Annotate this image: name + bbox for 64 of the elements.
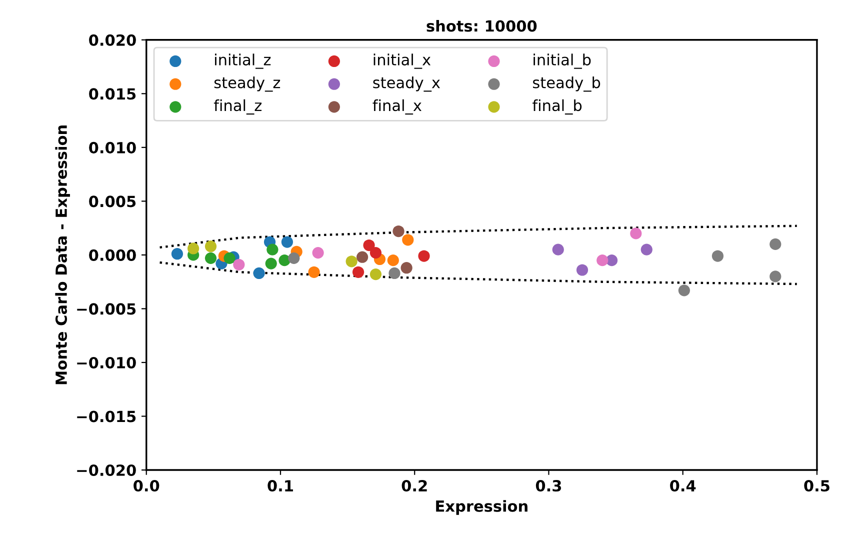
- line-series: [158, 261, 798, 286]
- y-axis-title: Monte Carlo Data - Expression: [55, 126, 70, 384]
- point: [400, 262, 412, 274]
- point: [171, 248, 184, 260]
- point: [712, 250, 724, 262]
- y-tick-label: 0.000: [89, 249, 136, 261]
- y-tick-label: 0.005: [89, 196, 136, 208]
- point: [387, 254, 399, 266]
- legend-label: final_x: [372, 99, 422, 115]
- y-tick-label: −0.020: [77, 464, 136, 476]
- x-tick-label: 0.4: [670, 480, 696, 492]
- point: [265, 258, 277, 270]
- y-tick-label: −0.010: [77, 356, 136, 368]
- chart-title: shots: 10000: [426, 20, 537, 32]
- point: [370, 268, 382, 280]
- point: [363, 239, 375, 252]
- x-tick-label: 0.1: [268, 480, 293, 492]
- point: [253, 267, 265, 280]
- x-tick-label: 0.3: [536, 480, 562, 492]
- legend-label: final_z: [214, 99, 262, 115]
- point: [678, 284, 690, 296]
- point: [233, 258, 245, 270]
- point: [204, 240, 217, 252]
- legend-label: final_b: [532, 99, 582, 115]
- point: [356, 251, 368, 263]
- y-tick-label: 0.015: [89, 88, 136, 100]
- point: [278, 254, 290, 266]
- point: [281, 236, 294, 248]
- legend-label: initial_x: [374, 54, 431, 69]
- y-tick-label: −0.015: [77, 410, 136, 422]
- point: [630, 228, 642, 240]
- legend-label: steady_z: [214, 76, 280, 92]
- point: [224, 252, 236, 264]
- point: [288, 252, 300, 264]
- point: [418, 250, 430, 262]
- point: [640, 244, 652, 256]
- x-tick-label: 0.0: [134, 480, 160, 492]
- point: [370, 246, 382, 259]
- point: [308, 266, 320, 278]
- x-tick-label: 0.5: [804, 480, 830, 492]
- point: [552, 244, 564, 256]
- legend-label: steady_x: [373, 76, 440, 92]
- point: [596, 254, 608, 266]
- point: [204, 252, 217, 264]
- legend-label: steady_b: [533, 76, 600, 92]
- y-tick-label: −0.005: [77, 303, 136, 315]
- point: [770, 270, 782, 282]
- point: [576, 264, 588, 276]
- point: [388, 267, 400, 280]
- line-series: [158, 224, 798, 249]
- legend-label: initial_z: [215, 54, 271, 69]
- point: [312, 246, 324, 259]
- point: [402, 234, 414, 246]
- point: [770, 238, 782, 250]
- legend-label: initial_b: [534, 54, 591, 69]
- point: [266, 244, 278, 256]
- point: [392, 225, 404, 238]
- point: [352, 266, 364, 278]
- y-tick-label: 0.020: [89, 34, 136, 46]
- x-axis-title: Expression: [436, 500, 528, 515]
- y-tick-label: 0.010: [89, 142, 136, 154]
- point: [188, 242, 200, 254]
- point: [346, 256, 358, 268]
- x-tick-label: 0.2: [402, 480, 427, 492]
